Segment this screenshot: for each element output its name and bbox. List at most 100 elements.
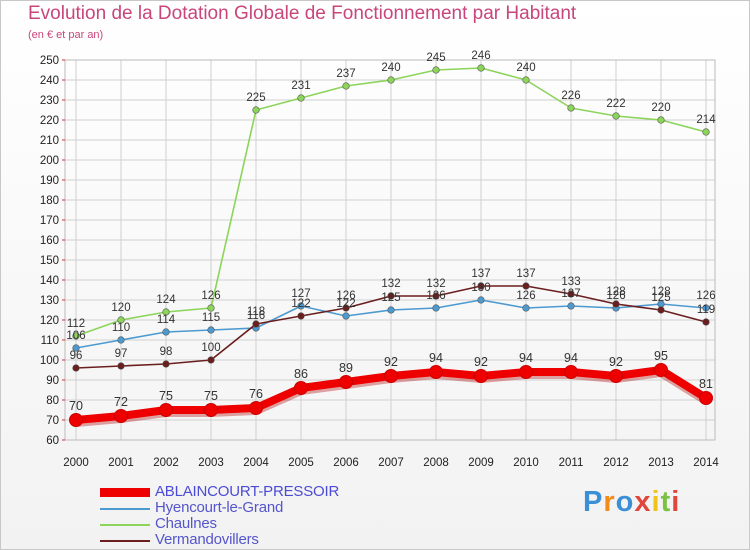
legend-swatch bbox=[100, 524, 150, 526]
legend-label: Hyencourt-le-Grand bbox=[155, 499, 284, 516]
data-label: 222 bbox=[606, 98, 625, 110]
data-point bbox=[117, 316, 125, 324]
data-label: 92 bbox=[384, 355, 398, 369]
proxiti-logo: Proxiti bbox=[583, 486, 680, 519]
logo-letter: P bbox=[583, 486, 604, 518]
data-point bbox=[612, 300, 620, 308]
data-label: 120 bbox=[111, 302, 130, 314]
data-point bbox=[69, 413, 83, 427]
data-label: 132 bbox=[426, 278, 445, 290]
data-label: 86 bbox=[294, 367, 308, 381]
data-point bbox=[612, 112, 620, 120]
data-point bbox=[387, 292, 395, 300]
data-label: 106 bbox=[66, 330, 85, 342]
data-point bbox=[249, 401, 263, 415]
data-point bbox=[159, 403, 173, 417]
data-label: 226 bbox=[561, 90, 580, 102]
data-point bbox=[387, 306, 395, 314]
data-point bbox=[567, 302, 575, 310]
data-point bbox=[207, 304, 215, 312]
data-point bbox=[117, 362, 125, 370]
data-label: 126 bbox=[336, 290, 355, 302]
logo-letter: t bbox=[660, 486, 672, 518]
data-point bbox=[432, 66, 440, 74]
data-point bbox=[342, 304, 350, 312]
data-label: 119 bbox=[697, 304, 715, 316]
y-tick-label: 210 bbox=[40, 135, 59, 147]
data-point bbox=[384, 369, 398, 383]
data-label: 125 bbox=[651, 292, 670, 304]
data-point bbox=[702, 318, 710, 326]
data-point bbox=[432, 304, 440, 312]
data-label: 115 bbox=[202, 312, 220, 324]
data-point bbox=[342, 82, 350, 90]
data-label: 137 bbox=[516, 268, 535, 280]
data-point bbox=[252, 106, 260, 114]
legend-label: ABLAINCOURT-PRESSOIR bbox=[155, 483, 340, 500]
data-label: 110 bbox=[112, 322, 130, 334]
data-point bbox=[207, 356, 215, 364]
data-point bbox=[477, 64, 485, 72]
data-label: 96 bbox=[70, 350, 83, 362]
data-point bbox=[72, 332, 80, 340]
y-tick-label: 190 bbox=[40, 175, 59, 187]
y-tick-label: 60 bbox=[46, 435, 59, 447]
data-point bbox=[702, 128, 710, 136]
data-label: 92 bbox=[609, 355, 623, 369]
data-label: 231 bbox=[291, 80, 310, 92]
data-point bbox=[342, 312, 350, 320]
y-tick-label: 240 bbox=[40, 75, 59, 87]
chart-subtitle: (en € et par an) bbox=[28, 29, 104, 41]
data-point bbox=[117, 336, 125, 344]
data-point bbox=[522, 304, 530, 312]
data-label: 81 bbox=[699, 377, 713, 391]
data-label: 246 bbox=[471, 50, 490, 62]
y-tick-label: 170 bbox=[40, 215, 59, 227]
data-label: 100 bbox=[201, 342, 220, 354]
legend-label: Vermandovillers bbox=[155, 531, 259, 548]
data-point bbox=[207, 326, 215, 334]
x-tick-label: 2005 bbox=[288, 457, 314, 469]
data-label: 72 bbox=[114, 395, 128, 409]
data-point bbox=[702, 304, 710, 312]
chart-title: Evolution de la Dotation Globale de Fonc… bbox=[28, 3, 577, 24]
y-tick-label: 70 bbox=[46, 415, 59, 427]
data-point bbox=[609, 369, 623, 383]
data-label: 95 bbox=[654, 349, 668, 363]
data-point bbox=[657, 116, 665, 124]
x-tick-label: 2001 bbox=[108, 457, 134, 469]
data-point bbox=[387, 76, 395, 84]
data-point bbox=[294, 381, 308, 395]
data-label: 220 bbox=[651, 102, 670, 114]
data-point bbox=[564, 365, 578, 379]
data-label: 132 bbox=[381, 278, 400, 290]
data-point bbox=[162, 360, 170, 368]
data-label: 214 bbox=[696, 114, 716, 126]
x-tick-label: 2014 bbox=[693, 457, 719, 469]
x-tick-label: 2003 bbox=[198, 457, 224, 469]
data-label: 125 bbox=[381, 292, 400, 304]
y-tick-label: 140 bbox=[40, 275, 59, 287]
y-tick-label: 180 bbox=[40, 195, 59, 207]
data-point bbox=[297, 302, 305, 310]
y-tick-label: 90 bbox=[46, 375, 59, 387]
data-point bbox=[204, 403, 218, 417]
x-tick-label: 2011 bbox=[559, 457, 584, 469]
logo-letter: r bbox=[603, 486, 616, 518]
data-label: 124 bbox=[156, 294, 176, 306]
data-label: 112 bbox=[67, 318, 85, 330]
data-label: 94 bbox=[564, 351, 578, 365]
data-label: 122 bbox=[336, 298, 355, 310]
y-tick-label: 100 bbox=[40, 355, 59, 367]
data-label: 126 bbox=[516, 290, 535, 302]
y-tick-label: 150 bbox=[40, 255, 59, 267]
data-point bbox=[477, 282, 485, 290]
data-point bbox=[72, 344, 80, 352]
legend-swatch bbox=[100, 508, 150, 510]
x-tick-label: 2008 bbox=[423, 457, 449, 469]
data-point bbox=[114, 409, 128, 423]
legend-label: Chaulnes bbox=[155, 515, 217, 532]
legend-swatch bbox=[100, 540, 150, 542]
